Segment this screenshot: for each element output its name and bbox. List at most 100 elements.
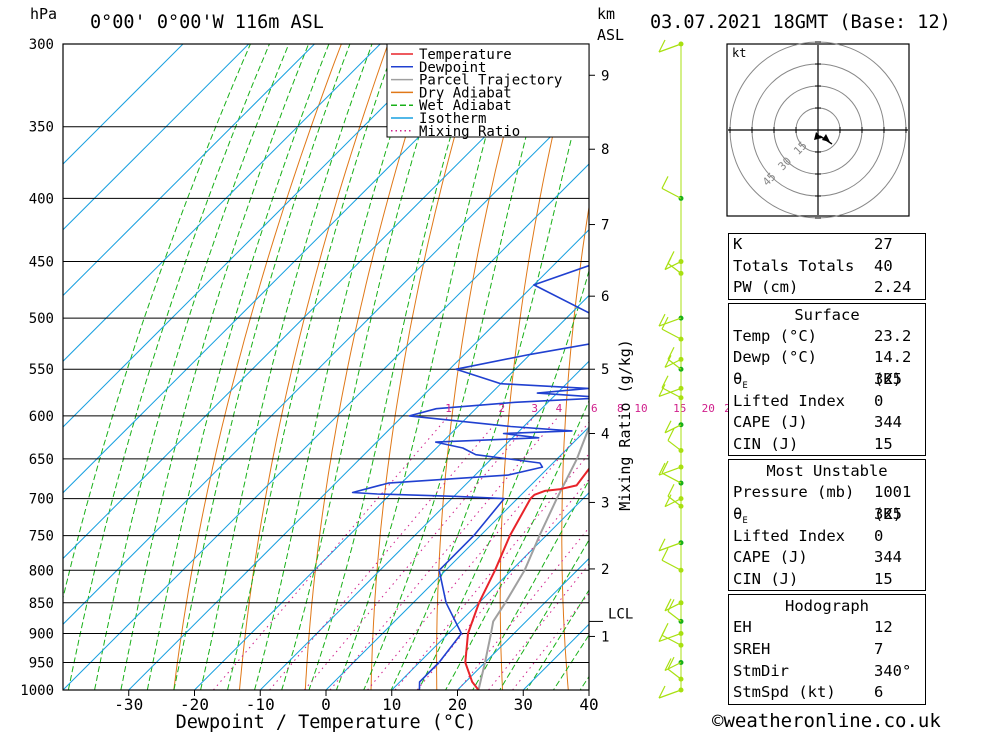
legend-entry: Parcel Trajectory [419, 73, 562, 89]
isotherm-line [128, 229, 589, 690]
wind-barb-staff [667, 262, 682, 274]
mixing-ratio-line [304, 415, 536, 690]
wind-barb-staff [658, 632, 682, 643]
wet-adiabat-line [390, 64, 589, 690]
wind-barb-staff [664, 661, 682, 672]
wind-barb-flag [661, 622, 669, 636]
mixing-ratio-lines [213, 415, 589, 690]
wind-barb-flag [667, 251, 675, 264]
mixing-ratio-tick-label: 1 [445, 402, 452, 415]
wind-barb-staff [667, 358, 682, 370]
isotherm-line [63, 44, 578, 560]
hodograph-unit-label: kt [732, 46, 746, 60]
surface-cape-row: CAPE (J) 344 [733, 413, 902, 432]
dry-adiabat-line [944, 0, 1000, 716]
legend-entry: Temperature [419, 47, 512, 63]
wind-barb-flag [661, 460, 669, 474]
wind-barb-flag [667, 599, 675, 612]
axes: 3003504004505005506006507007508008509009… [20, 37, 634, 733]
wind-barb-flag [667, 656, 675, 670]
height-tick-label: 9 [601, 68, 609, 84]
wind-barb-staff [661, 328, 682, 340]
asl-unit-label: ASL [597, 26, 624, 44]
pressure-level-lines [63, 44, 589, 690]
isotherm-line [63, 44, 250, 231]
wind-barb-staff [664, 602, 682, 612]
isotherm-line [457, 557, 589, 690]
mixing-ratio-tick-label: 20 [702, 402, 715, 415]
pressure-tick-label: 500 [29, 311, 54, 327]
isotherm-line [63, 97, 589, 625]
height-tick-label: 4 [601, 427, 609, 443]
temperature-line [464, 467, 589, 690]
mixing-ratio-line [416, 478, 589, 690]
km-unit-label: km [597, 5, 615, 23]
parcel-trajectory-line [477, 424, 589, 690]
pressure-tick-label: 1000 [20, 683, 54, 699]
wind-barb-staff [658, 43, 682, 53]
mixing-ratio-line [488, 563, 589, 690]
hodograph-title: Hodograph [785, 597, 869, 616]
pw-row: PW (cm) 2.24 [733, 278, 912, 297]
pressure-tick-label: 700 [29, 492, 54, 508]
dewpoint-line [351, 264, 589, 690]
height-tick-label: 7 [601, 218, 609, 234]
wet-adiabat-line [499, 538, 589, 690]
x-tick-label: -10 [246, 695, 275, 714]
lcl-label: LCL [608, 606, 633, 622]
legend-entry: Mixing Ratio [419, 124, 520, 140]
wet-adiabat-line [472, 479, 589, 690]
x-tick-label: -20 [180, 695, 209, 714]
stmdir-row: StmDir 340° [733, 661, 912, 680]
wind-barb-staff [667, 440, 682, 452]
mixing-ratio-tick-label: 3 [531, 402, 538, 415]
height-tick-label: 1 [601, 629, 609, 645]
isotherm-line [63, 44, 513, 494]
wind-barb-flag [664, 420, 672, 434]
most-unstable-block: Most Unstable Pressure (mb) 1001 θE (K) 32… [728, 459, 926, 592]
wind-barb-flag [664, 658, 672, 671]
wind-barb-flag [661, 176, 669, 189]
mixing-ratio-line [367, 421, 589, 690]
profile-series [351, 264, 589, 690]
most-unstable-title: Most Unstable [766, 462, 888, 481]
isotherm-line [63, 44, 184, 165]
x-tick-label: 10 [382, 695, 401, 714]
wet-adiabat-line [200, 44, 373, 690]
mu-pressure-row: Pressure (mb) 1001 [733, 483, 912, 502]
legend-entry: Isotherm [419, 111, 486, 127]
dry-adiabat-line [679, 0, 734, 716]
surface-temp-row: Temp (°C) 23.2 [733, 326, 912, 345]
isotherm-line [63, 44, 381, 362]
pressure-tick-label: 400 [29, 191, 54, 207]
height-tick-label: 6 [601, 289, 609, 305]
wind-barb-staff [667, 610, 682, 622]
mu-theta-row: θE (K) 325 [733, 504, 902, 527]
wind-barb-staff [658, 317, 682, 327]
pressure-tick-label: 750 [29, 529, 54, 545]
wind-barb-staff [658, 542, 682, 552]
height-tick-label: 3 [601, 495, 609, 511]
pressure-tick-label: 450 [29, 255, 54, 271]
x-tick-label: 30 [514, 695, 533, 714]
wind-barb-flag [658, 39, 666, 53]
wind-barb-flag [661, 375, 669, 388]
wind-barb-flag [658, 313, 666, 327]
pressure-tick-label: 600 [29, 409, 54, 425]
wind-barb-flag [667, 428, 675, 441]
storm-motion-marker [822, 134, 830, 142]
wind-barb-staff [664, 261, 682, 271]
surface-cin-row: CIN (J) 15 [733, 434, 893, 453]
wind-barb-staff [658, 689, 682, 699]
wind-barb-flag [664, 494, 672, 507]
wet-adiabat-line [173, 44, 351, 690]
hodograph-block: Hodograph EH 12 SREH 7 StmDir 340° StmSpd (… [728, 594, 926, 705]
k-index-row: K 27 [733, 235, 893, 253]
isotherms [63, 44, 589, 690]
mixing-ratio-tick-label: 10 [634, 402, 647, 415]
mu-cin-row: CIN (J) 15 [733, 569, 893, 588]
copyright-link[interactable]: ©weatheronline.co.uk [712, 710, 941, 732]
mixing-ratio-line [213, 415, 449, 690]
